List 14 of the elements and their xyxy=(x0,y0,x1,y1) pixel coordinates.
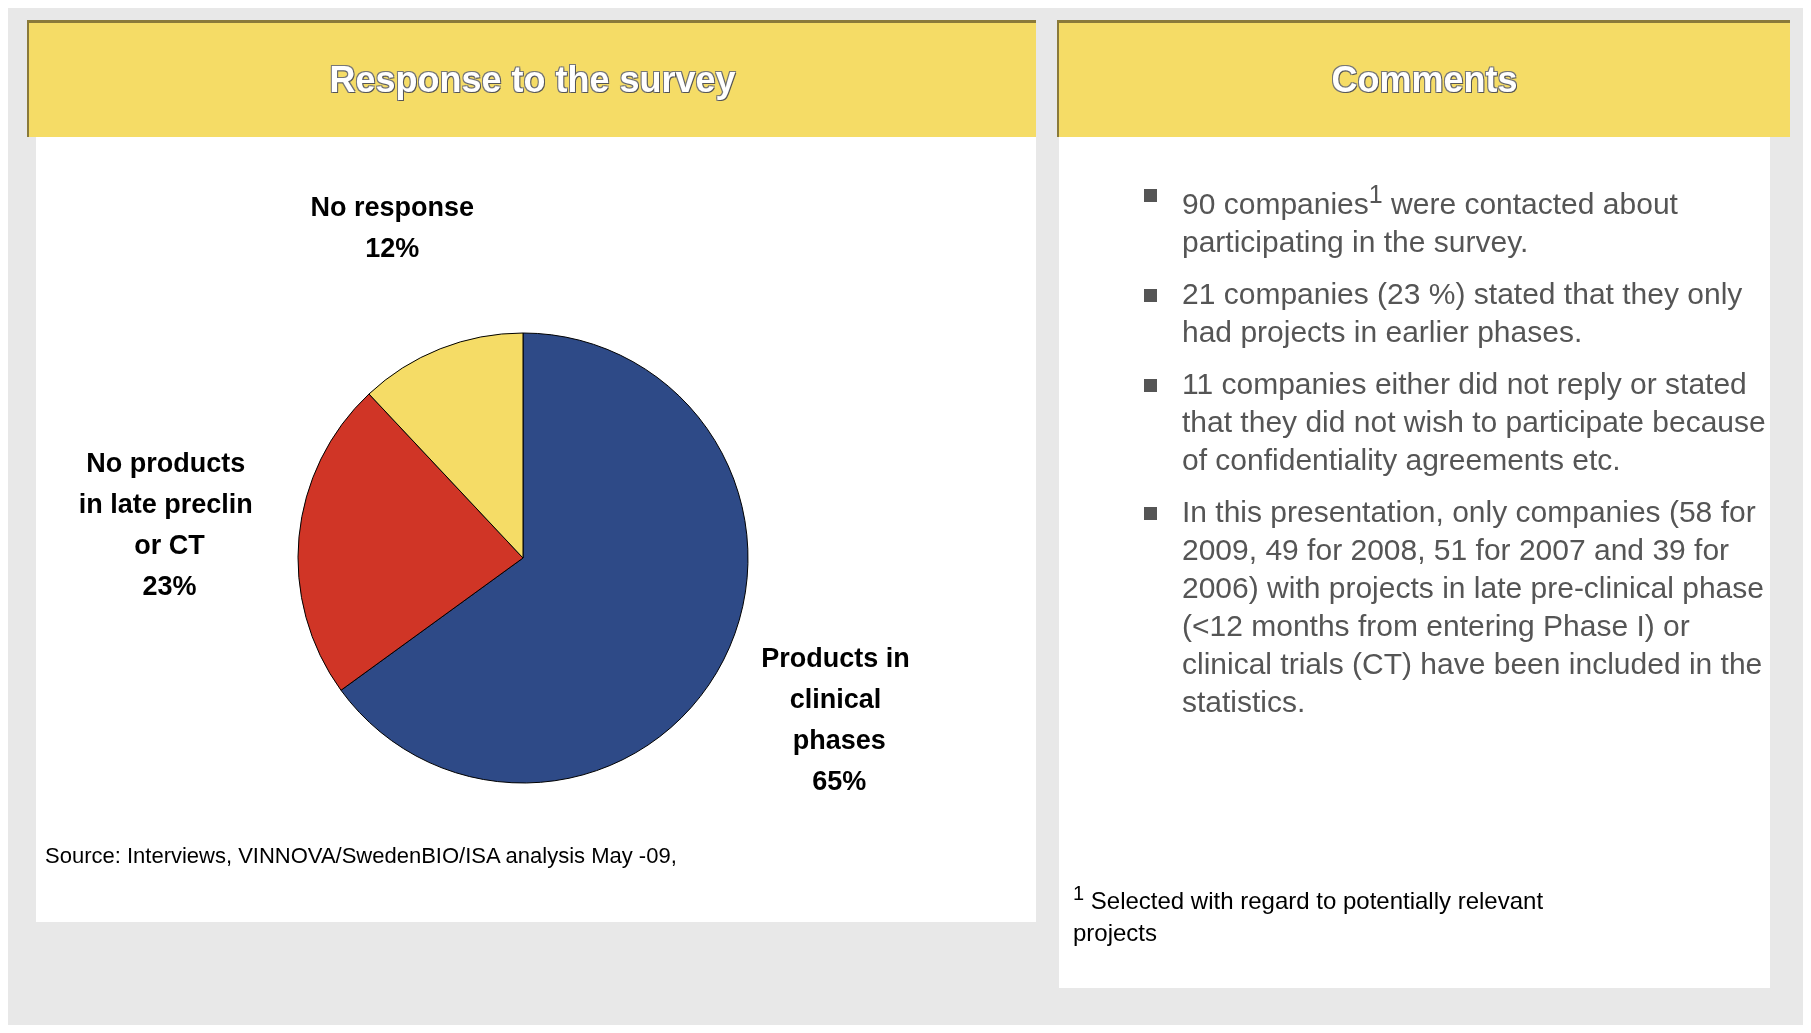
source-note: Source: Interviews, VINNOVA/SwedenBIO/ISA analysis May -09, xyxy=(45,843,677,868)
text: In this presentation, only companies (58 for 2009, 49 for 2008, 51 for 2007 and 39 for 2006) with projects in late pre-clinical phase (<12 months from entering Phase I) or clinical trials (CT) have been included in the statistics. xyxy=(1182,495,1764,718)
slice-label: No response xyxy=(310,192,475,223)
text: 11 companies either did not reply or stated that they did not wish to participate because of confidentiality agreements etc. xyxy=(1182,367,1766,476)
chart-title: Response to the survey xyxy=(27,20,1036,137)
text: $^{1}$ Selected with regard to potentially relevant projects xyxy=(1073,882,1544,946)
data-label: 23% xyxy=(142,571,197,602)
text: 90 companies$^{1}$ were contacted about participating in the survey. xyxy=(1182,180,1678,258)
data-label: 12% xyxy=(365,233,420,264)
slice-label: Products in clinical phases xyxy=(761,642,918,755)
text: 21 companies (23 %) stated that they only had projects in earlier phases. xyxy=(1182,277,1743,348)
data-label: 65% xyxy=(812,765,867,796)
slice-label: No products in late preclin or CT xyxy=(78,448,261,561)
text: Comments xyxy=(1057,20,1790,137)
